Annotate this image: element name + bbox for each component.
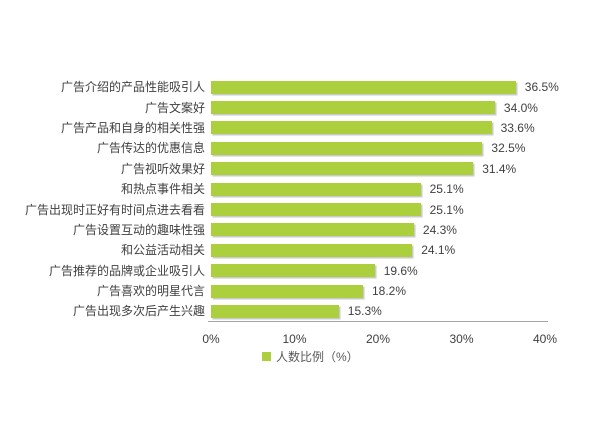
category-label: 广告文案好 bbox=[144, 100, 205, 115]
category-label: 广告视听效果好 bbox=[120, 161, 205, 176]
bar bbox=[211, 182, 421, 196]
x-axis-tick-label: 0% bbox=[202, 332, 220, 346]
bar-row: 广告传达的优惠信息 32.5% bbox=[0, 138, 600, 158]
category-label: 广告介绍的产品性能吸引人 bbox=[60, 80, 205, 95]
value-label: 15.3% bbox=[347, 304, 382, 319]
bar bbox=[211, 141, 483, 155]
bar-rows: 广告介绍的产品性能吸引人 36.5% 广告文案好 34.0% 广告产品和自身的相关性强 3… bbox=[0, 77, 600, 322]
bar-row: 广告设置互动的趣味性强 24.3% bbox=[0, 220, 600, 240]
legend-swatch-icon bbox=[262, 352, 271, 361]
legend-label: 人数比例（%） bbox=[276, 350, 359, 364]
bar-row: 广告介绍的产品性能吸引人 36.5% bbox=[0, 77, 600, 97]
bar bbox=[211, 162, 474, 176]
value-label: 32.5% bbox=[491, 141, 526, 156]
category-label: 广告设置互动的趣味性强 bbox=[72, 222, 205, 237]
bar-row: 广告推荐的品牌或企业吸引人 19.6% bbox=[0, 261, 600, 281]
bar bbox=[211, 80, 516, 94]
bar bbox=[211, 284, 363, 298]
value-label: 19.6% bbox=[383, 263, 418, 278]
value-label: 18.2% bbox=[372, 284, 407, 299]
bar-row: 广告产品和自身的相关性强 33.6% bbox=[0, 118, 600, 138]
x-axis-line bbox=[208, 321, 548, 322]
x-axis-tick-label: 40% bbox=[532, 332, 558, 346]
category-label: 和热点事件相关 bbox=[120, 182, 205, 197]
category-label: 和公益活动相关 bbox=[120, 243, 205, 258]
bar-row: 广告喜欢的明星代言 18.2% bbox=[0, 281, 600, 301]
category-label: 广告出现多次后产生兴趣 bbox=[72, 304, 205, 319]
value-label: 36.5% bbox=[524, 80, 559, 95]
bar-row: 广告视听效果好 31.4% bbox=[0, 159, 600, 179]
bar-row: 广告文案好 34.0% bbox=[0, 97, 600, 117]
bar-row: 广告出现多次后产生兴趣 15.3% bbox=[0, 301, 600, 321]
category-label: 广告产品和自身的相关性强 bbox=[60, 120, 205, 135]
bar bbox=[211, 304, 339, 318]
value-label: 24.1% bbox=[421, 243, 456, 258]
value-label: 33.6% bbox=[500, 120, 535, 135]
legend: 人数比例（%） bbox=[262, 348, 359, 365]
bar bbox=[211, 264, 375, 278]
value-label: 24.3% bbox=[422, 222, 457, 237]
bar bbox=[211, 243, 413, 257]
bar bbox=[211, 101, 495, 115]
x-axis-tick-label: 30% bbox=[449, 332, 474, 346]
bar-row: 和热点事件相关 25.1% bbox=[0, 179, 600, 199]
category-label: 广告传达的优惠信息 bbox=[96, 141, 205, 156]
category-label: 广告喜欢的明星代言 bbox=[96, 284, 205, 299]
bar bbox=[211, 121, 492, 135]
category-label: 广告出现时正好有时间点进去看看 bbox=[24, 202, 205, 217]
value-label: 31.4% bbox=[482, 161, 517, 176]
bar bbox=[211, 223, 414, 237]
value-label: 34.0% bbox=[503, 100, 538, 115]
x-axis-tick-label: 10% bbox=[282, 332, 307, 346]
x-axis-tick-label: 20% bbox=[365, 332, 391, 346]
bar-row: 和公益活动相关 24.1% bbox=[0, 240, 600, 260]
value-label: 25.1% bbox=[429, 202, 464, 217]
category-label: 广告推荐的品牌或企业吸引人 bbox=[48, 263, 205, 278]
bar-row: 广告出现时正好有时间点进去看看 25.1% bbox=[0, 199, 600, 219]
value-label: 25.1% bbox=[429, 182, 464, 197]
bar bbox=[211, 203, 421, 217]
